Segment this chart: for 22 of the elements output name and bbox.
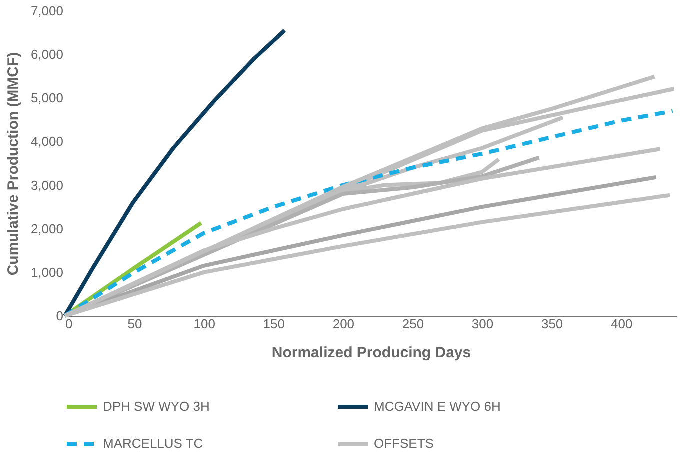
x-tick-label: 400 — [611, 316, 633, 332]
y-axis-title: Cumulative Production (MMCF) — [4, 52, 22, 276]
y-tick-label: 7,000 — [30, 4, 64, 18]
y-tick-label: 2,000 — [30, 221, 64, 236]
x-tick-label: 300 — [472, 316, 494, 332]
y-tick-label: 4,000 — [30, 134, 64, 150]
x-tick-label: 350 — [541, 316, 564, 332]
x-tick-label: 250 — [402, 316, 424, 332]
legend-label: DPH SW WYO 3H — [103, 399, 210, 414]
legend-label: OFFSETS — [374, 436, 434, 451]
y-tick-label: 3,000 — [30, 178, 64, 193]
y-tick-label: 5,000 — [30, 90, 64, 106]
y-tick-label: 6,000 — [30, 47, 64, 62]
x-tick-label: 200 — [332, 316, 355, 332]
x-tick-label: 50 — [128, 316, 142, 332]
legend-label: MARCELLUS TC — [103, 436, 204, 451]
x-axis-title: Normalized Producing Days — [272, 344, 472, 362]
y-tick-label: 1,000 — [30, 264, 64, 280]
x-tick-label: 150 — [263, 316, 285, 332]
legend-label: MCGAVIN E WYO 6H — [374, 399, 501, 414]
x-tick-label: 100 — [194, 316, 216, 332]
x-tick-label: 0 — [66, 316, 73, 332]
